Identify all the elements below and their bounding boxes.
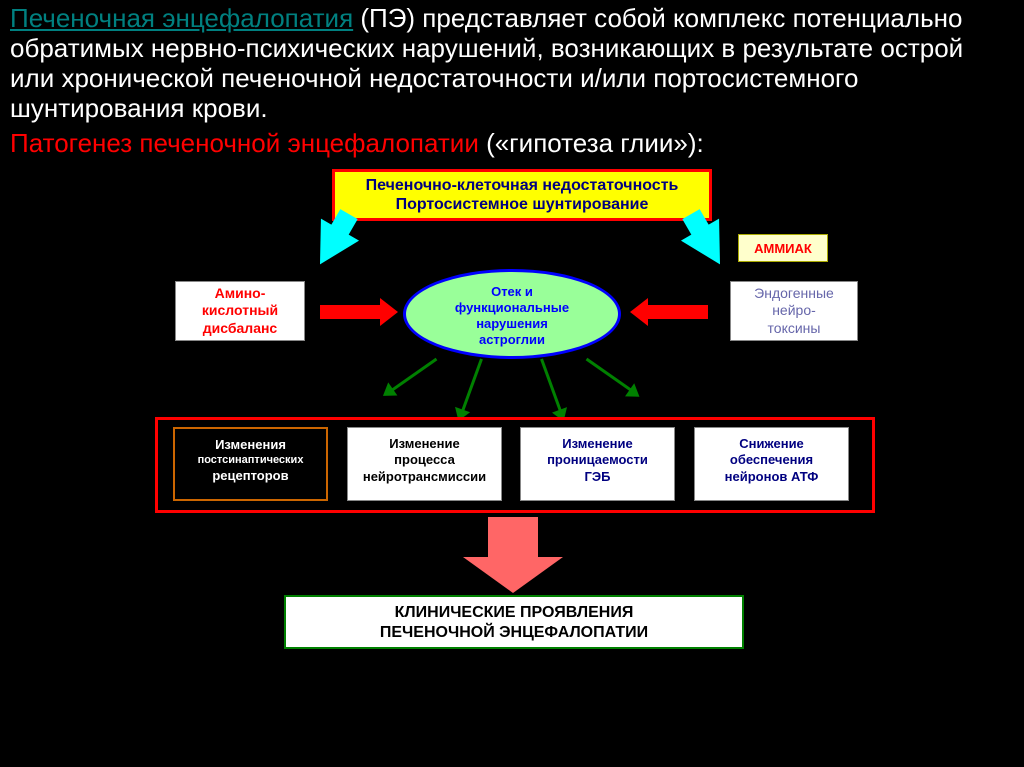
row-box-4: Снижение обеспечения нейронов АТФ: [694, 427, 849, 501]
arrow-green-2-icon: [461, 358, 483, 412]
row-box-2: Изменение процесса нейротрансмиссии: [347, 427, 502, 501]
bottom-box: КЛИНИЧЕСКИЕ ПРОЯВЛЕНИЯ ПЕЧЕНОЧНОЙ ЭНЦЕФА…: [284, 595, 744, 649]
subtitle-main: Патогенез печеночной энцефалопатии: [10, 128, 486, 158]
subtitle-paren: («гипотеза глии»):: [486, 128, 704, 158]
intro-term: Печеночная энцефалопатия: [10, 3, 353, 33]
top-box: Печеночно-клеточная недостаточность Порт…: [332, 169, 712, 221]
top-box-line1: Печеночно-клеточная недостаточность: [341, 176, 703, 195]
ammonia-label: АММИАК: [738, 234, 828, 262]
left-box: Амино- кислотный дисбаланс: [175, 281, 305, 341]
center-ellipse: Отек и функциональные нарушения астрогли…: [403, 269, 621, 359]
top-box-line2: Портосистемное шунтирование: [341, 195, 703, 214]
arrow-green-3-icon: [540, 358, 562, 412]
row-box-1: Изменения постсинаптических рецепторов: [173, 427, 328, 501]
arrow-green-4-icon: [586, 357, 633, 391]
arrow-top-right-icon: [681, 218, 739, 275]
arrow-green-1-icon: [391, 357, 438, 391]
row-box-3: Изменение проницаемости ГЭБ: [520, 427, 675, 501]
arrow-left-to-center-icon: [320, 305, 380, 319]
right-box: Эндогенные нейро- токсины: [730, 281, 858, 341]
arrow-big-down-icon: [488, 517, 538, 557]
subtitle: Патогенез печеночной энцефалопатии («гип…: [0, 124, 1024, 159]
intro-paragraph: Печеночная энцефалопатия (ПЭ) представля…: [0, 0, 1024, 124]
arrow-top-left-icon: [301, 218, 359, 275]
arrow-right-to-center-icon: [648, 305, 708, 319]
flowchart: Печеночно-клеточная недостаточность Порт…: [0, 159, 1024, 719]
